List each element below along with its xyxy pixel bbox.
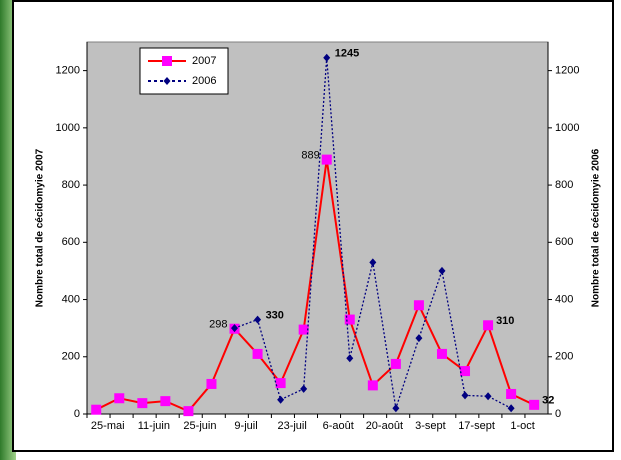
y-axis-title: Nombre total de cécidomyie 2007 xyxy=(35,148,46,307)
y-tick-label: 600 xyxy=(62,236,80,248)
y2-axis-title: Nombre total de cécidomyie 2006 xyxy=(591,148,602,307)
y2-tick-label: 200 xyxy=(555,351,573,363)
data-label: 310 xyxy=(496,315,514,327)
point xyxy=(391,359,401,369)
x-tick-label: 23-juil xyxy=(277,420,306,432)
x-tick-label: 3-sept xyxy=(415,420,446,432)
x-tick-label: 25-juin xyxy=(183,420,216,432)
x-tick-label: 6-août xyxy=(323,420,354,432)
data-label: 32 xyxy=(542,395,554,407)
point xyxy=(253,349,263,359)
y-tick-label: 200 xyxy=(62,351,80,363)
y2-tick-label: 1000 xyxy=(555,122,579,134)
y2-tick-label: 400 xyxy=(555,293,573,305)
data-label: 889 xyxy=(301,150,319,162)
x-tick-label: 11-juin xyxy=(138,420,170,432)
data-label: 1245 xyxy=(335,48,359,60)
point xyxy=(414,300,424,310)
y-tick-label: 1000 xyxy=(56,122,80,134)
y-tick-label: 400 xyxy=(62,293,80,305)
y2-tick-label: 1200 xyxy=(555,65,579,77)
legend-label: 2007 xyxy=(192,55,216,67)
point xyxy=(322,155,332,165)
point xyxy=(506,389,516,399)
point xyxy=(206,379,216,389)
point xyxy=(183,406,193,416)
x-tick-label: 17-sept xyxy=(458,420,495,432)
y2-tick-label: 800 xyxy=(555,179,573,191)
y2-tick-label: 0 xyxy=(555,408,561,420)
point xyxy=(137,398,147,408)
point xyxy=(529,400,539,410)
point xyxy=(160,396,170,406)
data-label: 298 xyxy=(209,319,227,331)
data-label: 330 xyxy=(266,309,284,321)
y-tick-label: 1200 xyxy=(56,65,80,77)
legend-marker xyxy=(162,56,172,66)
y2-tick-label: 600 xyxy=(555,236,573,248)
point xyxy=(437,349,447,359)
point xyxy=(483,320,493,330)
y-tick-label: 800 xyxy=(62,179,80,191)
point xyxy=(276,378,286,388)
chart: Nombre total de cécidomyie 2007 Nombre t… xyxy=(0,0,621,460)
x-tick-label: 1-oct xyxy=(510,420,534,432)
point xyxy=(368,380,378,390)
point xyxy=(114,393,124,403)
point xyxy=(91,405,101,415)
x-tick-label: 25-mai xyxy=(91,420,125,432)
point xyxy=(460,366,470,376)
x-tick-label: 9-juil xyxy=(234,420,257,432)
x-tick-label: 20-août xyxy=(366,420,403,432)
y-tick-label: 0 xyxy=(74,408,80,420)
legend-label: 2006 xyxy=(192,75,216,87)
